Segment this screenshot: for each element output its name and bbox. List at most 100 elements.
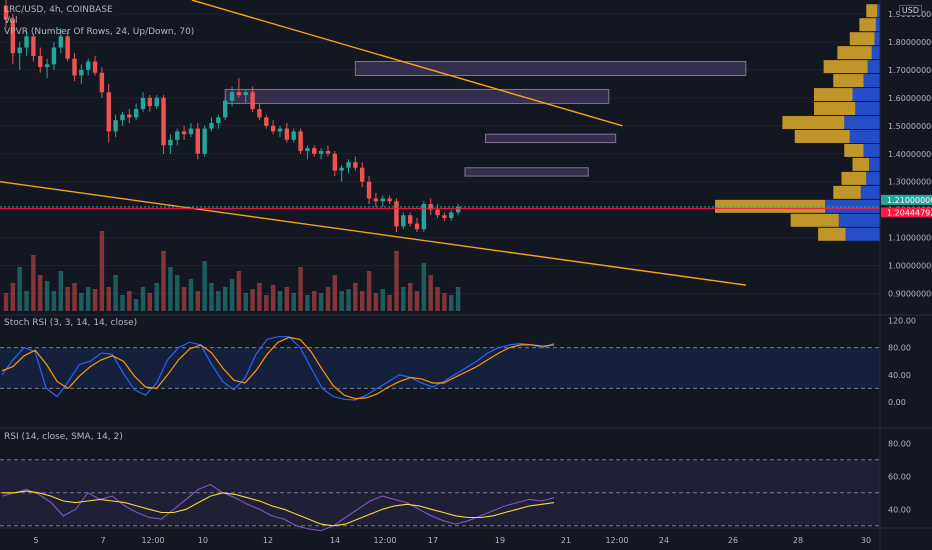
candle-body (387, 198, 392, 202)
candle-body (257, 109, 262, 118)
volume-bar (401, 287, 406, 311)
vpvr-down-6 (814, 88, 853, 102)
rsi-tick: 40.00 (888, 505, 911, 514)
red-price-tag-text: 1.20444792 (887, 208, 932, 217)
price-axis[interactable]: 1.900000001.800000001.700000001.60000000… (879, 0, 932, 550)
volume-bar (188, 279, 194, 311)
volume-bar (414, 291, 420, 311)
vpvr-down-0 (866, 4, 878, 18)
rsi-legend: RSI (14, close, SMA, 14, 2) (4, 432, 123, 443)
vpvr-up-2 (874, 32, 880, 46)
candle-body (264, 117, 269, 126)
volume-bar (442, 293, 447, 311)
volume-bar (353, 283, 358, 311)
symbol-label[interactable]: LRC/USD, 4h, COINBASE (4, 5, 113, 15)
vpvr-down-12 (841, 171, 867, 185)
vpvr-down-3 (837, 46, 872, 60)
candle-body (44, 64, 50, 68)
candle-body (407, 215, 413, 224)
volume-bar (202, 261, 207, 311)
candle-body (79, 69, 84, 76)
candle-body (223, 100, 228, 118)
candle-body (414, 223, 420, 230)
time-tick: 26 (728, 536, 738, 545)
volume-bar (264, 295, 269, 311)
grid (0, 13, 932, 529)
stoch-d-line (1, 336, 555, 400)
volume-label[interactable]: Vol (4, 16, 18, 26)
volume-bar (421, 263, 427, 311)
candle-body (161, 97, 166, 146)
rsi-label[interactable]: RSI (14, close, SMA, 14, 2) (4, 432, 123, 442)
currency-badge[interactable]: USD (898, 5, 922, 16)
vpvr-up-3 (871, 46, 880, 60)
candle-body (312, 148, 317, 154)
stoch-rsi-panel: 120.00 80.00 40.00 0.00 (0, 316, 916, 407)
candle-body (270, 125, 276, 132)
volume-bar (133, 299, 139, 311)
vpvr-down-16 (818, 227, 846, 241)
supply-demand-zones[interactable] (224, 61, 747, 177)
stoch-band (0, 347, 880, 389)
time-tick: 10 (198, 536, 208, 545)
vpvr-down-4 (823, 60, 868, 74)
volume-bar (298, 267, 303, 311)
candle-body (92, 61, 98, 73)
trendline-0 (191, 0, 623, 127)
candle-body (202, 128, 207, 154)
time-tick: 12:00 (141, 536, 164, 545)
volume-bar (154, 283, 159, 311)
vpvr-down-13 (833, 185, 861, 199)
volume-bar (10, 283, 16, 311)
candle-body (133, 109, 139, 118)
volume-bar (44, 281, 50, 311)
candle-body (58, 36, 63, 48)
candle-body (65, 36, 70, 59)
trendlines[interactable] (0, 0, 746, 286)
volume-bar (72, 283, 77, 311)
volume-bar (270, 285, 276, 311)
vpvr-up-0 (877, 4, 880, 18)
rsi-panel: 80.00 60.00 40.00 (0, 439, 911, 532)
volume-bar (51, 291, 57, 311)
volume-bar (318, 293, 324, 311)
volume-bar (229, 279, 235, 311)
volume-bar (3, 293, 9, 311)
volume-bar (455, 287, 461, 311)
time-tick: 30 (861, 536, 871, 545)
zone-0 (354, 61, 747, 76)
vpvr-down-15 (790, 213, 839, 227)
candle-body (353, 162, 358, 168)
candle-body (318, 150, 324, 154)
vpvr-up-6 (852, 88, 880, 102)
candle-body (229, 92, 235, 101)
vpvr-label[interactable]: VPVR (Number Of Rows, 24, Up/Down, 70) (4, 27, 195, 37)
stoch-rsi-label[interactable]: Stoch RSI (3, 3, 14, 14, close) (4, 318, 138, 328)
candle-body (216, 117, 221, 124)
volume-bar (127, 291, 132, 311)
rsi-band (0, 459, 880, 526)
time-tick: 7 (100, 536, 105, 545)
candle-body (175, 131, 180, 140)
stoch-legend: Stoch RSI (3, 3, 14, 14, close) (4, 318, 137, 329)
time-axis[interactable]: 5 7 12:00 10 12 14 12:00 17 19 21 12:00 24 26 28 30 (33, 536, 871, 545)
volume-bar (312, 291, 317, 311)
volume-bar (79, 293, 84, 311)
candle-body (366, 181, 372, 199)
price-tick: 1.50000000 (888, 122, 932, 131)
candle-body (277, 128, 283, 132)
candle-body (455, 206, 461, 213)
candle-body (325, 150, 331, 154)
vpvr-down-14 (715, 199, 825, 213)
time-tick: 28 (793, 536, 803, 545)
volume-bar (99, 231, 105, 311)
volume-bar (168, 267, 173, 311)
current-price-tag-text: 1.21000000 (887, 196, 932, 205)
volume-bar (223, 287, 228, 311)
volume-bar (175, 275, 180, 311)
time-tick: 12:00 (373, 536, 396, 545)
volume-bar (325, 287, 331, 311)
candle-body (435, 209, 440, 216)
volume-bar (305, 295, 310, 311)
